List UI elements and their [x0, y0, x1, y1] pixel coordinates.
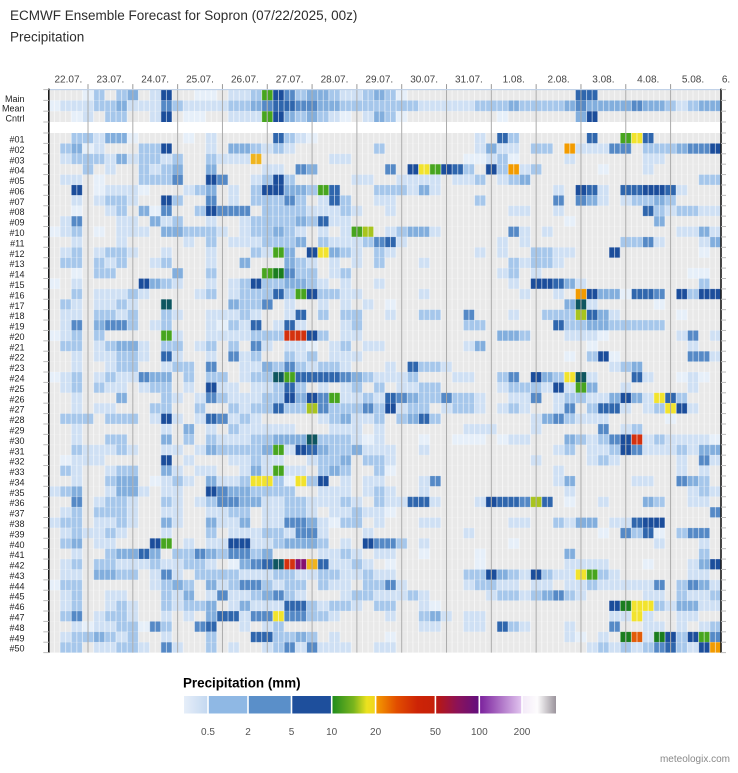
svg-text:#07: #07 — [9, 197, 24, 207]
svg-text:#37: #37 — [9, 509, 24, 519]
svg-text:2: 2 — [245, 727, 251, 738]
svg-text:100: 100 — [471, 727, 488, 738]
svg-text:#13: #13 — [9, 259, 24, 269]
svg-text:5: 5 — [289, 727, 295, 738]
svg-text:26.07.: 26.07. — [231, 75, 259, 86]
svg-text:Mean: Mean — [2, 104, 25, 114]
svg-text:Main: Main — [5, 94, 25, 104]
svg-text:#29: #29 — [9, 426, 24, 436]
svg-text:#03: #03 — [9, 155, 24, 165]
svg-text:#05: #05 — [9, 176, 24, 186]
svg-text:#42: #42 — [9, 561, 24, 571]
svg-text:10: 10 — [326, 727, 338, 738]
svg-text:Precipitation (mm): Precipitation (mm) — [183, 676, 301, 691]
svg-text:0.5: 0.5 — [201, 727, 215, 738]
svg-text:#33: #33 — [9, 467, 24, 477]
svg-text:#08: #08 — [9, 207, 24, 217]
svg-text:#39: #39 — [9, 529, 24, 539]
svg-text:6.: 6. — [722, 75, 730, 86]
svg-text:#20: #20 — [9, 332, 24, 342]
svg-text:#34: #34 — [9, 477, 24, 487]
svg-text:1.08.: 1.08. — [503, 75, 525, 86]
svg-text:2.08.: 2.08. — [547, 75, 569, 86]
svg-text:#23: #23 — [9, 363, 24, 373]
svg-text:#38: #38 — [9, 519, 24, 529]
svg-text:#18: #18 — [9, 311, 24, 321]
svg-text:#17: #17 — [9, 301, 24, 311]
svg-text:50: 50 — [430, 727, 442, 738]
svg-text:#30: #30 — [9, 436, 24, 446]
svg-text:ECMWF Ensemble Forecast for So: ECMWF Ensemble Forecast for Sopron (07/2… — [10, 8, 357, 23]
svg-text:#45: #45 — [9, 592, 24, 602]
svg-text:30.07.: 30.07. — [410, 75, 438, 86]
svg-text:#09: #09 — [9, 218, 24, 228]
svg-text:3.08.: 3.08. — [592, 75, 614, 86]
svg-text:#25: #25 — [9, 384, 24, 394]
svg-text:#06: #06 — [9, 187, 24, 197]
svg-text:#02: #02 — [9, 145, 24, 155]
svg-text:Cntrl: Cntrl — [5, 113, 24, 123]
svg-text:#43: #43 — [9, 571, 24, 581]
svg-text:#21: #21 — [9, 342, 24, 352]
svg-text:#41: #41 — [9, 550, 24, 560]
svg-text:Precipitation: Precipitation — [10, 30, 84, 45]
svg-text:#22: #22 — [9, 353, 24, 363]
svg-text:#40: #40 — [9, 540, 24, 550]
svg-text:#10: #10 — [9, 228, 24, 238]
svg-text:#15: #15 — [9, 280, 24, 290]
svg-text:#16: #16 — [9, 290, 24, 300]
svg-text:#48: #48 — [9, 623, 24, 633]
svg-text:#32: #32 — [9, 457, 24, 467]
svg-text:#04: #04 — [9, 166, 24, 176]
svg-text:#19: #19 — [9, 322, 24, 332]
svg-text:24.07.: 24.07. — [141, 75, 169, 86]
svg-text:29.07.: 29.07. — [365, 75, 393, 86]
svg-text:#46: #46 — [9, 602, 24, 612]
svg-text:5.08.: 5.08. — [682, 75, 704, 86]
svg-text:23.07.: 23.07. — [96, 75, 124, 86]
svg-text:#44: #44 — [9, 581, 24, 591]
svg-text:27.07.: 27.07. — [276, 75, 304, 86]
svg-text:#26: #26 — [9, 394, 24, 404]
svg-text:#49: #49 — [9, 633, 24, 643]
svg-text:4.08.: 4.08. — [637, 75, 659, 86]
svg-text:#24: #24 — [9, 374, 24, 384]
svg-text:200: 200 — [514, 727, 531, 738]
svg-text:31.07.: 31.07. — [455, 75, 483, 86]
svg-text:#01: #01 — [9, 135, 24, 145]
svg-text:#50: #50 — [9, 644, 24, 654]
svg-text:22.07.: 22.07. — [54, 75, 82, 86]
svg-text:meteologix.com: meteologix.com — [660, 754, 730, 765]
svg-text:#28: #28 — [9, 415, 24, 425]
svg-text:#35: #35 — [9, 488, 24, 498]
svg-text:#47: #47 — [9, 613, 24, 623]
svg-text:#14: #14 — [9, 270, 24, 280]
svg-text:28.07.: 28.07. — [321, 75, 349, 86]
svg-text:#36: #36 — [9, 498, 24, 508]
svg-text:#11: #11 — [10, 238, 24, 248]
svg-text:20: 20 — [370, 727, 382, 738]
svg-text:25.07.: 25.07. — [186, 75, 214, 86]
svg-text:#27: #27 — [9, 405, 24, 415]
svg-text:#12: #12 — [9, 249, 24, 259]
svg-text:#31: #31 — [9, 446, 24, 456]
